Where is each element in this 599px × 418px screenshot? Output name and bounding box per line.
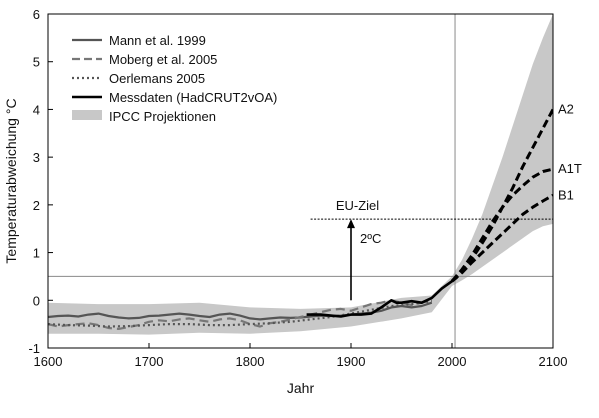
y-tick-label: 3 [33,150,40,165]
legend-label: Mann et al. 1999 [109,33,206,48]
x-tick-label: 2000 [438,354,467,369]
legend-label: Messdaten (HadCRUT2vOA) [109,90,277,105]
series-line-moberg-et-al-2005 [48,299,433,330]
plot-frame [47,13,554,349]
scenario-label: A2 [558,101,574,116]
series-line-messdaten-hadcrut2voa [306,276,458,318]
scenario-label: B1 [558,187,574,202]
legend-label: IPCC Projektionen [109,109,216,124]
x-axis-label: Jahr [287,380,315,396]
warming-arrow-head [347,219,355,229]
scenario-label: A1T [558,161,582,176]
legend-label: Oerlemans 2005 [109,71,205,86]
y-tick-label: -1 [28,341,40,356]
x-tick-label: 2100 [539,354,568,369]
legend-swatch-band [72,110,102,120]
x-tick-label: 1800 [236,354,265,369]
legend-box [63,30,329,132]
y-tick-label: 4 [33,102,40,117]
x-tick-label: 1700 [135,354,164,369]
y-tick-label: 2 [33,198,40,213]
series-line-oerlemans-2005 [48,300,432,328]
x-tick-label: 1600 [34,354,63,369]
target-label: EU-Ziel [336,198,379,213]
y-tick-label: 6 [33,7,40,22]
x-tick-label: 1900 [337,354,366,369]
series-line-b1 [451,193,553,283]
y-tick-label: 5 [33,55,40,70]
series-line-a1t [450,167,553,283]
y-axis-label: Temperaturabweichung °C [3,98,19,263]
delta-label: 2ºC [360,231,381,246]
legend-label: Moberg et al. 2005 [109,52,217,67]
y-tick-label: 0 [33,293,40,308]
y-tick-label: 1 [33,246,40,261]
